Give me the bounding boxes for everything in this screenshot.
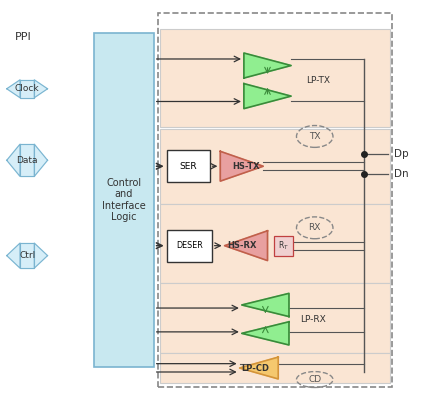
Polygon shape <box>34 243 48 268</box>
Bar <box>167 230 212 262</box>
Polygon shape <box>20 243 34 268</box>
Bar <box>160 29 390 126</box>
Text: CD: CD <box>308 375 321 384</box>
Text: PPI: PPI <box>15 32 31 42</box>
Polygon shape <box>244 53 291 78</box>
Bar <box>158 13 392 387</box>
Text: TX: TX <box>309 132 321 141</box>
Polygon shape <box>220 151 263 181</box>
Polygon shape <box>34 144 48 176</box>
Bar <box>160 353 390 383</box>
Text: HS-RX: HS-RX <box>227 241 257 250</box>
Text: HS-TX: HS-TX <box>232 162 260 171</box>
Bar <box>167 150 210 182</box>
Text: Control
and
Interface
Logic: Control and Interface Logic <box>102 178 146 222</box>
Polygon shape <box>225 231 267 260</box>
Text: Ctrl: Ctrl <box>19 251 35 260</box>
Text: DESER: DESER <box>176 241 203 250</box>
Text: SER: SER <box>179 162 197 171</box>
Text: Dp: Dp <box>394 149 409 159</box>
Bar <box>160 128 390 204</box>
Polygon shape <box>240 357 278 379</box>
Bar <box>160 284 390 353</box>
Bar <box>274 236 293 256</box>
Text: Clock: Clock <box>15 84 39 93</box>
Polygon shape <box>20 80 34 98</box>
Text: Dn: Dn <box>394 169 409 179</box>
Polygon shape <box>242 322 289 345</box>
Text: Data: Data <box>16 156 38 165</box>
Text: R$_T$: R$_T$ <box>278 240 289 252</box>
Text: LP-TX: LP-TX <box>306 76 330 85</box>
Text: LP-RX: LP-RX <box>300 315 325 324</box>
Text: RX: RX <box>308 223 321 232</box>
Polygon shape <box>20 144 34 176</box>
FancyBboxPatch shape <box>94 33 154 367</box>
Polygon shape <box>244 84 291 109</box>
Bar <box>160 204 390 284</box>
Polygon shape <box>242 293 289 316</box>
Polygon shape <box>7 80 20 98</box>
Polygon shape <box>34 80 48 98</box>
Polygon shape <box>7 144 20 176</box>
Polygon shape <box>7 243 20 268</box>
Text: LP-CD: LP-CD <box>241 364 269 372</box>
